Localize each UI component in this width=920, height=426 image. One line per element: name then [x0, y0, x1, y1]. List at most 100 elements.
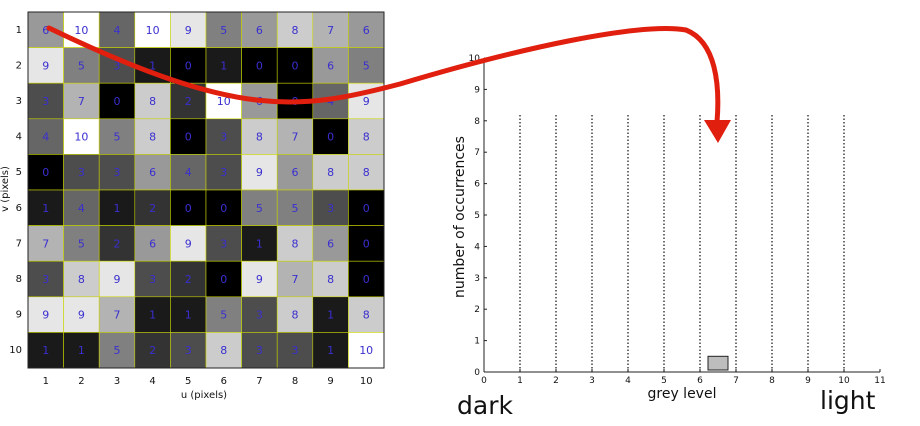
pixel-cell: [205, 118, 242, 155]
pixel-value: 3: [42, 95, 49, 108]
pixel-value: 3: [256, 344, 263, 357]
pixel-value: 5: [256, 202, 263, 215]
histogram-bar: [707, 355, 729, 371]
pixel-value: 7: [42, 237, 49, 250]
y-tick-label: 6: [474, 180, 480, 190]
pixel-cell: [134, 332, 171, 369]
x-tick-label: 2: [553, 376, 559, 386]
pixel-cell: [205, 260, 242, 298]
pixel-value: 5: [220, 309, 227, 322]
pixel-cell: [312, 154, 349, 191]
pixel-value: 1: [42, 344, 49, 357]
pixel-value: 2: [185, 273, 192, 286]
pixel-cell: [63, 296, 100, 333]
v-tick-label: 7: [16, 238, 22, 249]
y-tick-label: 8: [474, 117, 480, 127]
pixel-value: 8: [256, 131, 263, 144]
light-label: light: [820, 386, 876, 415]
pixel-value: 0: [363, 273, 370, 286]
pixel-value: 5: [114, 344, 121, 357]
x-tick-label: 8: [769, 376, 775, 386]
pixel-cell: [348, 118, 385, 155]
pixel-cell: [134, 118, 171, 155]
pixel-cell: [27, 332, 64, 369]
pixel-value: 9: [363, 95, 370, 108]
pixel-value: 5: [114, 131, 121, 144]
pixel-value: 1: [149, 309, 156, 322]
u-tick-label: 9: [327, 376, 333, 387]
pixel-cell: [63, 332, 100, 369]
pixel-cell: [241, 296, 278, 333]
u-tick-label: 5: [185, 376, 191, 387]
y-tick-label: 4: [474, 242, 480, 252]
pixel-value: 1: [327, 309, 334, 322]
pixel-value: 9: [185, 237, 192, 250]
pixel-cell: [134, 154, 171, 191]
x-tick-label: 0: [481, 376, 487, 386]
pixel-value: 5: [78, 237, 85, 250]
v-tick-label: 3: [16, 96, 22, 107]
pixel-value: 5: [363, 59, 370, 72]
histogram-chart: 0 1 2 3 4 5 6 7 8 9 10 11 0 1 2 3 4 5 6 7 8 9 10: [469, 54, 886, 386]
pixel-value: 9: [256, 166, 263, 179]
pixel-value: 3: [78, 166, 85, 179]
pixel-value: 1: [185, 309, 192, 322]
pixel-value: 5: [292, 202, 299, 215]
y-tick-label: 1: [474, 337, 480, 347]
pixel-value: 6: [363, 24, 370, 37]
pixel-cell: [276, 154, 314, 191]
pixel-value: 7: [78, 95, 85, 108]
pixel-value: 9: [42, 309, 49, 322]
pixel-cell: [312, 47, 349, 84]
pixel-cell: [205, 332, 242, 369]
pixel-value: 1: [327, 344, 334, 357]
histogram-x-label: grey level: [648, 386, 717, 402]
y-tick-label: 3: [474, 274, 480, 284]
pixel-value: 0: [185, 131, 192, 144]
pixel-value: 3: [292, 344, 299, 357]
pixel-value: 5: [220, 24, 227, 37]
pixel-value: 2: [114, 237, 121, 250]
pixel-value: 7: [327, 24, 334, 37]
y-tick-label: 7: [474, 148, 480, 158]
pixel-value: 8: [292, 237, 299, 250]
pixel-cell: [312, 189, 349, 226]
pixel-value: 0: [185, 59, 192, 72]
pixel-value: 6: [149, 166, 156, 179]
pixel-grid: 6 10 4 10 9 5 6 8 7 69 5 3 1 0 1 0 0 6 53 7 0 8 2 10 6 0 4 94 10 5 8 0 3…: [27, 11, 385, 369]
pixel-value: 4: [185, 166, 192, 179]
pixel-value: 9: [114, 273, 121, 286]
pixel-value: 5: [78, 59, 85, 72]
pixel-cell: [241, 260, 278, 298]
y-tick-label: 10: [469, 54, 481, 64]
pixel-value: 1: [256, 237, 263, 250]
pixel-cell: [170, 118, 207, 155]
pixel-cell: [348, 11, 385, 48]
pixel-value: 0: [363, 237, 370, 250]
y-tick-label: 0: [474, 368, 480, 378]
pixel-cell: [134, 82, 171, 120]
pixel-cell: [98, 332, 136, 369]
histogram-y-label: number of occurrences: [452, 136, 468, 298]
x-tick-label: 11: [874, 376, 885, 386]
u-tick-label: 6: [221, 376, 227, 387]
pixel-value: 6: [42, 24, 49, 37]
x-tick-label: 9: [805, 376, 811, 386]
v-tick-label: 8: [16, 274, 22, 285]
pixel-cell: [276, 260, 314, 298]
pixel-cell: [276, 11, 314, 48]
u-tick-label: 10: [360, 376, 373, 387]
pixel-cell: [170, 189, 207, 226]
pixel-value: 0: [327, 131, 334, 144]
pixel-value: 6: [149, 237, 156, 250]
pixel-cell: [27, 296, 64, 333]
u-tick-label: 7: [256, 376, 262, 387]
pixel-cell: [276, 332, 314, 369]
pixel-value: 0: [42, 166, 49, 179]
pixel-cell: [134, 260, 171, 298]
v-tick-label: 1: [16, 25, 22, 36]
pixel-value: 10: [74, 131, 88, 144]
pixel-value: 6: [256, 24, 263, 37]
